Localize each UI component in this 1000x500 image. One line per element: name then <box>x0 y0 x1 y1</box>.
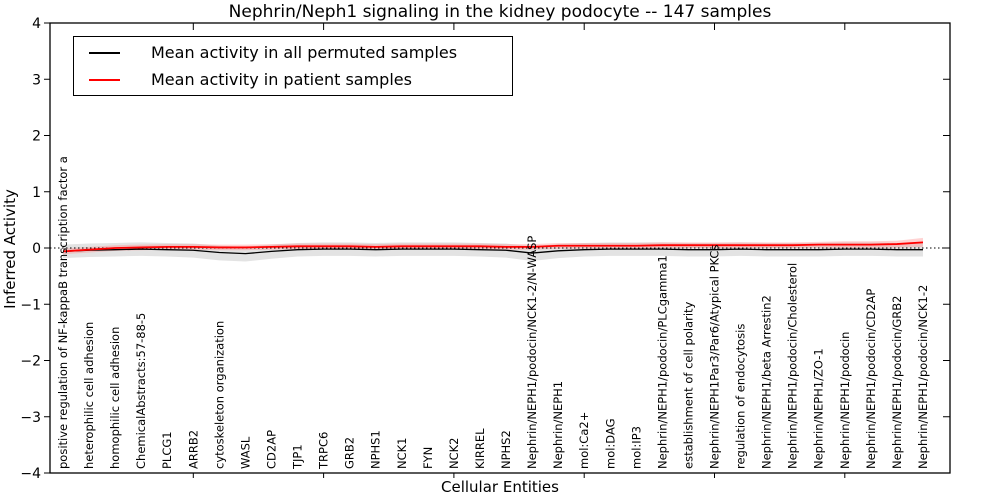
y-tick-label: 1 <box>32 185 41 201</box>
legend-item-permuted: Mean activity in all permuted samples <box>74 40 512 66</box>
x-tick-label: mol:DAG <box>603 418 617 469</box>
x-tick-label: positive regulation of NF-kappaB transcr… <box>56 156 70 469</box>
x-tick-label: WASL <box>238 436 252 469</box>
y-axis-label: Inferred Activity <box>1 189 19 309</box>
permuted-line-swatch-icon <box>89 51 120 54</box>
x-tick-label: Nephrin/NEPH1Par3/Par6/Atypical PKCs <box>708 245 722 469</box>
x-tick-label: heterophilic cell adhesion <box>82 322 96 469</box>
x-tick-label: NCK1 <box>395 438 409 470</box>
y-tick-label: −4 <box>20 466 41 482</box>
x-tick-label: Nephrin/NEPH1/podocin/PLCgamma1 <box>655 255 669 469</box>
y-tick-label: −3 <box>20 410 41 426</box>
x-tick-label: KIRREL <box>473 428 487 469</box>
x-tick-label: mol:Ca2+ <box>577 412 591 469</box>
x-tick-label: NPHS2 <box>499 430 513 469</box>
x-tick-label: homophilic cell adhesion <box>108 327 122 469</box>
x-tick-label: PLCG1 <box>160 431 174 469</box>
legend: Mean activity in all permuted samples Me… <box>73 36 513 96</box>
permuted-mean-line <box>62 248 923 255</box>
x-tick-label: Nephrin/NEPH1/podocin/NCK1-2 <box>916 285 930 469</box>
x-tick-label: ARRB2 <box>186 430 200 469</box>
x-tick-label: Nephrin/NEPH1/podocin/CD2AP <box>864 289 878 469</box>
y-tick-label: 0 <box>32 241 41 257</box>
y-tick-label: 3 <box>32 72 41 88</box>
x-tick-label: Nephrin/NEPH1/podocin <box>838 332 852 469</box>
x-tick-label: TRPC6 <box>317 432 331 470</box>
y-tick-label: 4 <box>32 16 41 32</box>
x-tick-label: mol:IP3 <box>629 426 643 469</box>
x-tick-label: TJP1 <box>291 444 305 470</box>
y-tick-label: −1 <box>20 297 41 313</box>
legend-label-permuted: Mean activity in all permuted samples <box>151 43 458 62</box>
x-tick-label: Nephrin/NEPH1/podocin/Cholesterol <box>786 263 800 469</box>
plot-frame <box>49 22 951 474</box>
x-axis-label: Cellular Entities <box>441 478 559 496</box>
patient-line-swatch-icon <box>89 78 120 81</box>
legend-label-patient: Mean activity in patient samples <box>151 70 412 89</box>
x-tick-label: GRB2 <box>343 437 357 469</box>
patient-mean-line <box>62 241 924 253</box>
chart-title: Nephrin/Neph1 signaling in the kidney po… <box>228 2 772 22</box>
x-tick-label: Nephrin/NEPH1/podocin/GRB2 <box>890 296 904 469</box>
x-tick-label: NPHS1 <box>369 430 383 469</box>
x-tick-label: Nephrin/NEPH1 <box>551 381 565 469</box>
legend-item-patient: Mean activity in patient samples <box>74 67 512 93</box>
y-tick-label: 2 <box>32 129 41 145</box>
y-tick-label: −2 <box>20 354 41 370</box>
x-tick-label: ChemicalAbstracts:57-88-5 <box>134 313 148 469</box>
x-tick-label: Nephrin/NEPH1/podocin/NCK1-2/N-WASP <box>525 236 539 469</box>
x-tick-label: establishment of cell polarity <box>681 301 695 469</box>
x-tick-label: CD2AP <box>264 430 278 469</box>
x-tick-label: Nephrin/NEPH1/ZO-1 <box>812 348 826 469</box>
x-tick-label: cytoskeleton organization <box>212 321 226 469</box>
x-tick-label: FYN <box>421 447 435 469</box>
x-tick-label: Nephrin/NEPH1/beta Arrestin2 <box>760 295 774 469</box>
x-tick-label: NCK2 <box>447 438 461 470</box>
x-tick-label: regulation of endocytosis <box>734 324 748 469</box>
